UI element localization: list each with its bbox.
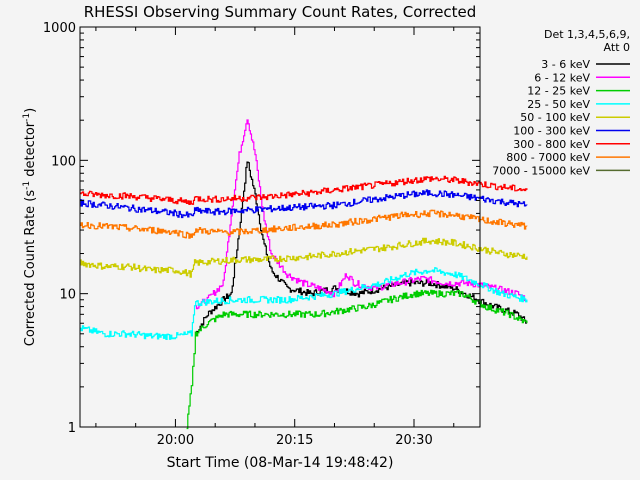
chart-title: RHESSI Observing Summary Count Rates, Co… (84, 3, 477, 21)
series-line (80, 189, 528, 219)
x-tick-label: 20:15 (276, 433, 313, 448)
legend-label: 800 - 7000 keV (506, 151, 590, 164)
legend-label: 3 - 6 keV (541, 58, 590, 71)
y-axis: 1 10 100 1000 (43, 21, 480, 436)
x-axis-label: Start Time (08-Mar-14 19:48:42) (167, 455, 394, 471)
legend-label: 100 - 300 keV (513, 125, 590, 138)
legend-title-detectors: Det 1,3,4,5,6,9, (544, 28, 630, 41)
y-axis-label-part3: ) (23, 108, 38, 113)
series-line (80, 267, 528, 340)
plot-frame (79, 26, 481, 428)
legend-label: 6 - 12 keV (534, 71, 590, 84)
legend-label: 50 - 100 keV (520, 111, 590, 124)
legend-label: 300 - 800 keV (513, 138, 590, 151)
y-axis-label-part2: detector (23, 121, 38, 181)
y-tick-label: 1000 (43, 21, 76, 36)
x-axis: 20:00 20:15 20:30 (95, 27, 455, 448)
y-axis-label: Corrected Count Rate (s-1 detector-1) (22, 108, 38, 346)
y-tick-label: 10 (59, 288, 76, 303)
series-line (80, 175, 528, 205)
legend-label: 12 - 25 keV (527, 85, 590, 98)
series-line (80, 237, 528, 278)
x-tick-label: 20:00 (157, 433, 194, 448)
series-line (186, 289, 528, 430)
y-tick-label: 1 (68, 421, 76, 436)
legend-label: 25 - 50 keV (527, 98, 590, 111)
plot-area (80, 119, 528, 430)
series-line (80, 209, 528, 239)
legend-title-attenuator: Att 0 (604, 41, 630, 54)
y-axis-label-sup1: -1 (22, 181, 32, 190)
x-tick-label: 20:30 (395, 433, 432, 448)
legend-label: 7000 - 15000 keV (492, 164, 590, 177)
y-axis-label-sup2: -1 (22, 113, 32, 122)
y-axis-label-part1: Corrected Count Rate (s (23, 190, 38, 347)
y-tick-label: 100 (51, 154, 76, 169)
